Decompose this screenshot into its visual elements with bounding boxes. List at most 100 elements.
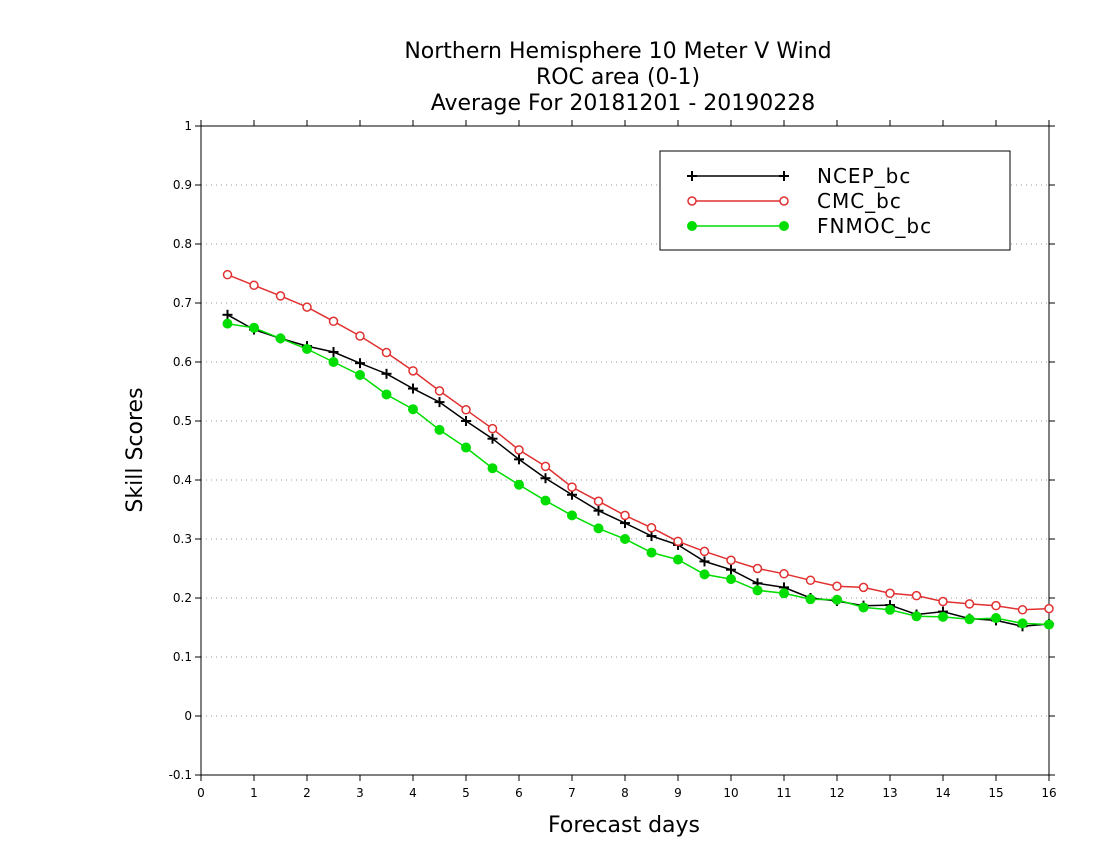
data-point-fnmoc-bc-18 <box>699 569 710 580</box>
data-point-cmc-bc-11 <box>514 445 524 455</box>
data-point-cmc-bc-23 <box>832 581 842 591</box>
data-point-fnmoc-bc-16 <box>646 547 657 558</box>
data-point-fnmoc-bc-3 <box>302 344 312 355</box>
gridlines <box>201 184 1049 717</box>
x-tick-label-14: 14 <box>935 786 950 800</box>
data-point-cmc-bc-9 <box>461 405 471 415</box>
y-tick-label-7: 0.6 <box>173 355 192 369</box>
data-point-ncep-bc-6 <box>381 368 392 379</box>
data-point-cmc-bc-4 <box>328 316 339 327</box>
legend-label-cmc-bc: CMC_bc <box>817 189 902 213</box>
data-point-fnmoc-bc-13 <box>567 510 577 521</box>
data-point-fnmoc-bc-17 <box>673 554 683 565</box>
series-ncep-bc <box>222 309 1054 632</box>
series-line-fnmoc-bc <box>227 322 1050 626</box>
series-lines <box>222 269 1054 632</box>
data-point-cmc-bc-31 <box>1044 603 1054 614</box>
data-point-cmc-bc-5 <box>355 331 365 341</box>
data-point-cmc-bc-17 <box>673 536 683 547</box>
data-point-ncep-bc-12 <box>540 473 551 484</box>
x-tick-label-2: 2 <box>303 786 311 800</box>
data-point-ncep-bc-11 <box>514 454 524 465</box>
series-line-ncep-bc <box>227 314 1050 628</box>
data-point-fnmoc-bc-15 <box>620 534 630 544</box>
data-point-cmc-bc-10 <box>487 423 498 434</box>
data-point-ncep-bc-7 <box>408 383 418 394</box>
data-point-cmc-bc-27 <box>938 596 948 607</box>
x-tick-label-12: 12 <box>829 786 844 800</box>
x-tick-label-9: 9 <box>674 786 682 800</box>
x-tick-label-1: 1 <box>250 786 258 800</box>
chart-title-line-1: Northern Hemisphere 10 Meter V Wind <box>404 39 831 64</box>
data-point-fnmoc-bc-9 <box>461 442 471 453</box>
data-point-fnmoc-bc-0 <box>222 318 233 329</box>
x-tick-label-11: 11 <box>776 786 791 800</box>
data-point-fnmoc-bc-8 <box>434 424 445 435</box>
y-tick-label-4: 0.3 <box>173 532 192 546</box>
data-point-fnmoc-bc-21 <box>779 588 789 599</box>
legend-entry-ncep-bc: NCEP_bc <box>687 164 911 188</box>
data-point-cmc-bc-0 <box>222 269 233 280</box>
series-line-cmc-bc <box>227 274 1050 611</box>
data-point-cmc-bc-7 <box>408 366 418 376</box>
y-tick-label-10: 0.9 <box>173 178 192 192</box>
data-point-ncep-bc-4 <box>328 346 339 357</box>
data-point-fnmoc-bc-11 <box>514 479 524 490</box>
data-point-ncep-bc-0 <box>222 309 233 320</box>
data-point-cmc-bc-20 <box>752 563 763 574</box>
y-tick-label-0: -0.1 <box>169 768 192 782</box>
x-tick-label-8: 8 <box>621 786 629 800</box>
data-point-cmc-bc-14 <box>593 496 604 506</box>
chart-title-line-3: Average For 20181201 - 20190228 <box>431 91 816 116</box>
data-point-cmc-bc-6 <box>381 347 392 358</box>
x-tick-label-3: 3 <box>356 786 364 800</box>
y-tick-label-3: 0.2 <box>173 591 192 605</box>
y-tick-label-1: 0 <box>184 709 192 723</box>
data-point-fnmoc-bc-6 <box>381 389 392 400</box>
data-point-cmc-bc-24 <box>858 582 869 593</box>
x-tick-label-5: 5 <box>462 786 470 800</box>
y-tick-label-2: 0.1 <box>173 650 192 664</box>
y-axis-title: Skill Scores <box>123 387 148 512</box>
data-point-cmc-bc-26 <box>911 590 922 601</box>
x-tick-label-0: 0 <box>197 786 205 800</box>
data-point-fnmoc-bc-27 <box>938 611 948 622</box>
chart-title: Northern Hemisphere 10 Meter V Wind ROC … <box>404 39 831 116</box>
x-tick-label-15: 15 <box>988 786 1003 800</box>
legend-entry-fnmoc-bc: FNMOC_bc <box>687 214 931 238</box>
data-point-fnmoc-bc-7 <box>408 404 418 415</box>
data-point-fnmoc-bc-12 <box>540 495 551 506</box>
data-point-cmc-bc-18 <box>699 546 710 557</box>
data-point-cmc-bc-13 <box>567 482 577 492</box>
data-point-ncep-bc-10 <box>487 433 498 444</box>
y-tick-label-8: 0.7 <box>173 296 192 310</box>
x-tick-label-13: 13 <box>882 786 897 800</box>
data-point-ncep-bc-14 <box>593 505 604 516</box>
data-point-fnmoc-bc-29 <box>991 613 1001 624</box>
data-point-ncep-bc-5 <box>355 358 365 369</box>
data-point-cmc-bc-15 <box>620 510 630 521</box>
data-point-fnmoc-bc-19 <box>726 574 736 585</box>
data-point-ncep-bc-8 <box>434 397 445 408</box>
chart-title-line-2: ROC area (0-1) <box>536 65 700 90</box>
legend-marker-start-fnmoc-bc <box>687 221 697 231</box>
data-point-fnmoc-bc-26 <box>911 611 922 622</box>
series-cmc-bc <box>222 269 1054 615</box>
data-point-fnmoc-bc-1 <box>249 322 259 333</box>
data-point-fnmoc-bc-31 <box>1044 619 1054 630</box>
data-point-cmc-bc-1 <box>249 280 259 291</box>
x-tick-label-6: 6 <box>515 786 523 800</box>
axes: -0.100.10.20.30.40.50.60.70.80.910 1 2 3 4 5 6… <box>169 119 1057 800</box>
x-tick-label-7: 7 <box>568 786 576 800</box>
legend-label-ncep-bc: NCEP_bc <box>817 164 911 188</box>
data-point-cmc-bc-2 <box>275 291 286 301</box>
y-tick-label-6: 0.5 <box>173 414 192 428</box>
data-point-cmc-bc-8 <box>434 386 445 396</box>
data-point-fnmoc-bc-5 <box>355 369 365 380</box>
legend-marker-end-fnmoc-bc <box>779 221 789 231</box>
legend-marker-start-ncep-bc <box>687 171 697 181</box>
data-point-cmc-bc-28 <box>964 599 975 609</box>
y-tick-label-11: 1 <box>184 119 192 133</box>
